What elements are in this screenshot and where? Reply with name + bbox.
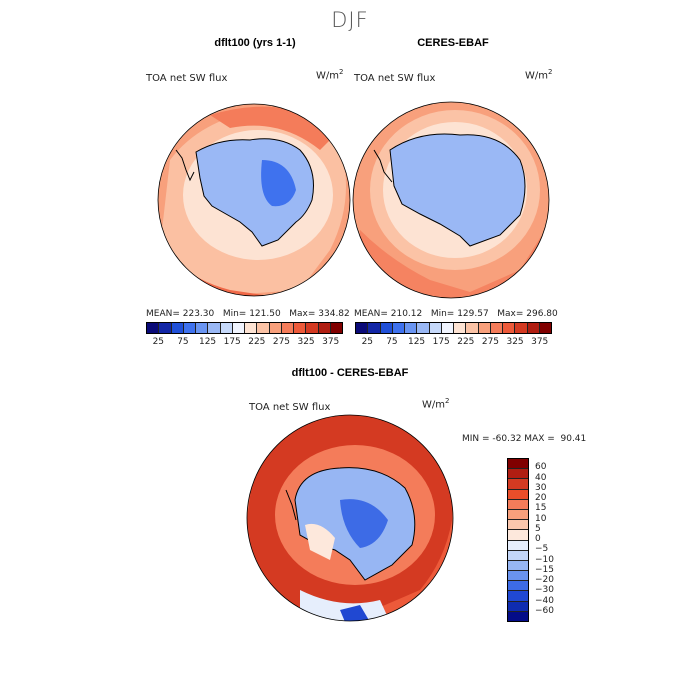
obs-colorbar-label: 125 [407, 337, 426, 347]
diff-colorbar-swatch [508, 550, 528, 561]
diff-colorbar-swatch [508, 560, 528, 572]
model-colorbar-swatch [245, 323, 258, 333]
obs-colorbar-label: 225 [457, 337, 475, 347]
model-colorbar-swatch [318, 323, 331, 333]
obs-stats: MEAN= 210.12 Min= 129.57 Max= 296.80 [354, 309, 558, 319]
obs-colorbar-swatch [392, 323, 405, 333]
diff-colorbar-swatch [508, 499, 528, 510]
model-colorbar-swatch [196, 323, 209, 333]
model-stats: MEAN= 223.30 Min= 121.50 Max= 334.82 [146, 309, 350, 319]
diff-polar-map [247, 415, 453, 621]
diff-colorbar-swatch [508, 469, 528, 480]
diff-colorbar-label: −15 [535, 564, 554, 575]
diff-colorbar-swatch [508, 540, 528, 551]
obs-polar-map [353, 102, 549, 298]
diff-colorbar-label: −20 [535, 575, 554, 585]
obs-colorbar-swatch [356, 323, 369, 333]
obs-colorbar [355, 322, 552, 334]
diff-colorbar-label: 20 [535, 493, 547, 503]
model-colorbar-label: 175 [223, 337, 241, 347]
obs-colorbar-label: 175 [432, 337, 450, 347]
model-colorbar-swatch [294, 323, 307, 333]
diff-colorbar-swatch [508, 571, 528, 582]
diff-colorbar-label: −10 [535, 554, 554, 565]
diff-colorbar-swatch [508, 459, 528, 470]
model-variable-label: TOA net SW flux [146, 73, 228, 84]
model-colorbar-swatch [220, 323, 233, 333]
obs-colorbar-label: 375 [531, 337, 549, 347]
diff-colorbar [507, 458, 529, 622]
model-colorbar-swatch [208, 323, 221, 333]
obs-colorbar-swatch [429, 323, 442, 333]
model-colorbar-swatch [281, 323, 294, 333]
obs-panel-title: CERES-EBAF [417, 37, 489, 49]
obs-colorbar-swatch [466, 323, 479, 333]
diff-colorbar-swatch [508, 581, 528, 592]
obs-colorbar-label: 25 [361, 337, 374, 347]
model-colorbar-swatch [232, 323, 245, 333]
diff-colorbar-label: −40 [535, 595, 554, 606]
diff-colorbar-label: 0 [535, 534, 541, 544]
diff-colorbar-swatch [508, 601, 528, 612]
obs-units: W/m2 [525, 68, 553, 82]
model-colorbar-label: 25 [152, 337, 165, 347]
model-colorbar-swatch [159, 323, 172, 333]
obs-colorbar-swatch [405, 323, 418, 333]
model-colorbar-swatch [330, 323, 342, 333]
obs-colorbar-label: 75 [386, 337, 398, 347]
model-colorbar-label: 75 [177, 337, 189, 347]
diff-colorbar-label: 40 [535, 472, 547, 483]
model-colorbar [146, 322, 343, 334]
diff-panel-title: dflt100 - CERES-EBAF [291, 367, 409, 379]
model-panel-title: dflt100 (yrs 1-1) [214, 37, 296, 49]
figure-title: DJF [331, 8, 369, 32]
obs-colorbar-swatch [478, 323, 491, 333]
diff-colorbar-swatch [508, 611, 528, 621]
model-units: W/m2 [316, 68, 344, 82]
model-colorbar-label: 375 [322, 337, 340, 347]
obs-colorbar-label: 325 [506, 337, 524, 347]
diff-stats: MIN = -60.32 MAX = 90.41 [462, 434, 587, 444]
model-colorbar-swatch [306, 323, 319, 333]
diff-colorbar-swatch [508, 479, 528, 490]
diff-units: W/m2 [422, 397, 450, 411]
model-colorbar-swatch [269, 323, 282, 333]
obs-colorbar-swatch [441, 323, 454, 333]
obs-colorbar-swatch [527, 323, 540, 333]
model-colorbar-label: 275 [272, 337, 291, 347]
diff-colorbar-swatch [508, 530, 528, 541]
diff-colorbar-label: −30 [535, 585, 554, 596]
diff-colorbar-swatch [508, 591, 528, 602]
model-colorbar-swatch [183, 323, 196, 333]
diff-colorbar-label: 60 [535, 462, 547, 473]
model-colorbar-swatch [147, 323, 160, 333]
model-colorbar-swatch [257, 323, 270, 333]
obs-colorbar-swatch [454, 323, 467, 333]
diff-colorbar-swatch [508, 509, 528, 521]
obs-colorbar-swatch [503, 323, 516, 333]
diff-colorbar-label: 5 [535, 523, 541, 534]
diff-colorbar-label: 10 [535, 513, 547, 524]
obs-colorbar-swatch [490, 323, 503, 333]
model-colorbar-swatch [171, 323, 184, 333]
obs-variable-label: TOA net SW flux [354, 73, 436, 84]
diff-colorbar-swatch [508, 489, 528, 500]
obs-colorbar-swatch [380, 323, 393, 333]
model-colorbar-label: 325 [297, 337, 315, 347]
diff-colorbar-label: −60 [535, 605, 554, 616]
diff-variable-label: TOA net SW flux [249, 402, 331, 413]
diff-colorbar-swatch [508, 520, 528, 531]
model-polar-map [158, 104, 350, 296]
obs-colorbar-swatch [515, 323, 528, 333]
obs-colorbar-swatch [417, 323, 430, 333]
obs-colorbar-swatch [539, 323, 551, 333]
model-colorbar-label: 125 [198, 337, 217, 347]
diff-colorbar-label: 30 [535, 482, 547, 493]
diff-colorbar-label: 15 [535, 503, 547, 514]
diff-colorbar-label: −5 [535, 544, 549, 555]
model-colorbar-label: 225 [248, 337, 266, 347]
obs-colorbar-swatch [368, 323, 381, 333]
obs-colorbar-label: 275 [481, 337, 500, 347]
